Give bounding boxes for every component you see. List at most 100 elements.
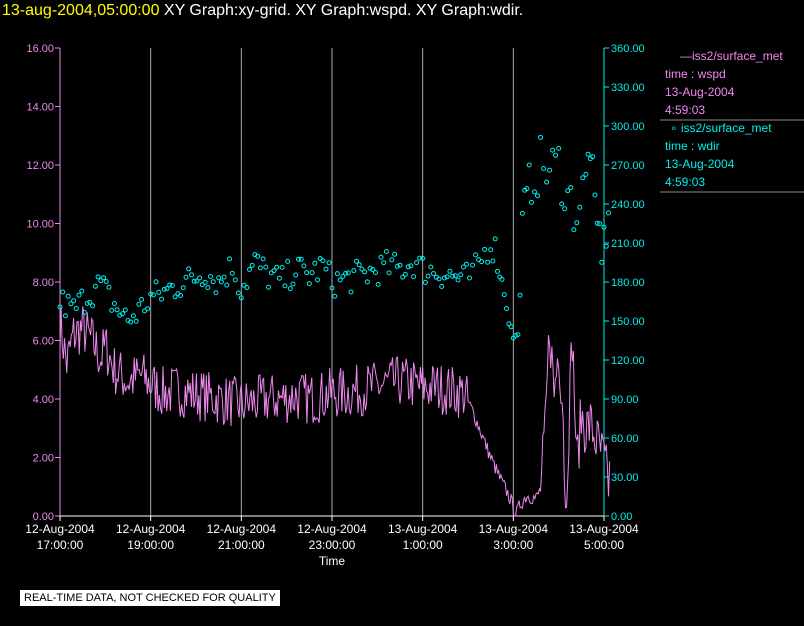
- series-wdir-point: [95, 274, 101, 280]
- series-wdir-point: [189, 272, 194, 278]
- y-left-tick-label: 2.00: [33, 453, 54, 465]
- series-wdir-point: [422, 280, 428, 285]
- series-wdir-point: [383, 249, 389, 254]
- series-wdir-point: [402, 271, 408, 277]
- series-wdir-point: [436, 276, 442, 282]
- series-wdir-point: [282, 283, 288, 289]
- series-wdir-point: [111, 301, 117, 306]
- series-wdir-point: [208, 274, 213, 279]
- series-wdir-point: [461, 264, 466, 270]
- series-wdir-point: [260, 256, 266, 262]
- series-wdir-point: [159, 296, 164, 302]
- series-wdir-point: [194, 278, 200, 284]
- series-wdir-point: [244, 285, 250, 290]
- series-wdir-point: [213, 290, 219, 296]
- series-wdir-point: [467, 275, 472, 281]
- series-wdir-point: [455, 277, 461, 283]
- series-wdir-point: [103, 279, 109, 284]
- y-right-tick-label: 120.00: [611, 355, 645, 367]
- series-wdir-point: [98, 278, 104, 284]
- series-wdir-point: [492, 236, 498, 242]
- series-wdir-point: [577, 204, 583, 210]
- legend-wspd-line: 4:59:03: [665, 103, 705, 117]
- legend-wdir-line: 13-Aug-2004: [665, 157, 735, 171]
- series-wdir-point: [378, 254, 384, 260]
- series-wdir-point: [574, 220, 580, 226]
- series-wdir-point: [599, 259, 605, 265]
- series-wdir-point: [348, 289, 354, 295]
- series-wdir-point: [279, 264, 285, 270]
- y-right-tick-label: 270.00: [611, 160, 645, 172]
- series-wdir-point: [139, 297, 145, 302]
- series-wdir-point: [65, 293, 71, 299]
- series-wdir-point: [274, 264, 280, 270]
- series-wdir-point: [444, 274, 450, 280]
- series-wdir-point: [68, 301, 74, 307]
- series-wdir-point: [285, 258, 291, 264]
- series-wdir-point: [405, 264, 411, 270]
- series-wdir-point: [482, 246, 488, 252]
- y-left-tick-label: 8.00: [33, 277, 54, 289]
- y-right-tick-label: 180.00: [611, 277, 645, 289]
- legend-wspd-line: time : wspd: [665, 67, 726, 81]
- series-wdir-point: [590, 154, 596, 160]
- series-wdir-point: [315, 277, 320, 283]
- x-tick-label-time: 17:00:00: [37, 538, 84, 552]
- series-wdir-point: [513, 333, 519, 339]
- series-wdir-point: [428, 264, 434, 270]
- series-wdir-point: [524, 186, 530, 192]
- y-right-tick-label: 90.00: [611, 394, 639, 406]
- series-wdir-point: [221, 274, 227, 280]
- series-wdir-point: [148, 291, 154, 297]
- series-wdir-point: [257, 265, 263, 271]
- series-wdir-point: [479, 259, 485, 265]
- quality-disclaimer: REAL-TIME DATA, NOT CHECKED FOR QUALITY: [19, 589, 281, 607]
- series-wdir-point: [553, 152, 559, 158]
- series-wspd-line: [59, 306, 611, 517]
- series-wdir-point: [276, 275, 282, 281]
- series-wdir-point: [594, 220, 600, 226]
- x-tick-label-date: 13-Aug-2004: [388, 522, 458, 536]
- x-tick-label-date: 12-Aug-2004: [207, 522, 277, 536]
- y-right-tick-label: 30.00: [611, 472, 639, 484]
- x-axis-label: Time: [319, 554, 346, 568]
- series-wdir-point: [420, 255, 426, 261]
- series-wdir-point: [266, 284, 271, 290]
- series-wdir-point: [218, 279, 224, 285]
- y-right-tick-label: 240.00: [611, 199, 645, 211]
- series-wdir-point: [298, 256, 304, 262]
- series-wdir-point: [601, 224, 607, 230]
- series-wdir-point: [490, 258, 496, 264]
- series-wdir-point: [529, 199, 534, 205]
- series-wdir-point: [326, 260, 332, 266]
- series-wdir-point: [76, 292, 82, 298]
- series-wdir-point: [375, 281, 381, 287]
- series-wdir-point: [227, 256, 232, 262]
- series-wdir-point: [515, 332, 521, 338]
- series-wdir-point: [562, 206, 568, 212]
- series-wdir-point: [71, 298, 77, 304]
- series-wdir-point: [447, 268, 453, 274]
- series-wdir-point: [229, 270, 235, 276]
- series-wdir-point: [499, 276, 505, 282]
- series-wdir-point: [87, 299, 93, 305]
- series-wdir-point: [133, 318, 139, 324]
- x-tick-label-date: 13-Aug-2004: [569, 522, 639, 536]
- series-wdir-point: [359, 266, 365, 272]
- series-wdir-point: [304, 270, 310, 276]
- series-wdir-point: [568, 185, 574, 191]
- series-wdir-point: [296, 256, 301, 262]
- series-wdir-point: [519, 210, 525, 216]
- legend-wspd-line: 13-Aug-2004: [665, 85, 735, 99]
- series-wdir-point: [186, 266, 192, 272]
- graph-header: 13-aug-2004,05:00:00 XY Graph:xy-grid. X…: [0, 0, 804, 28]
- series-wdir-point: [57, 304, 63, 310]
- series-wdir-point: [73, 306, 79, 311]
- series-wdir-point: [441, 275, 447, 281]
- series-wdir-point: [439, 284, 445, 289]
- series-wdir-point: [136, 301, 142, 307]
- series-wdir-point: [414, 260, 420, 266]
- series-wdir-point: [90, 303, 96, 309]
- series-wdir-point: [312, 260, 318, 266]
- x-tick-label-time: 21:00:00: [218, 538, 265, 552]
